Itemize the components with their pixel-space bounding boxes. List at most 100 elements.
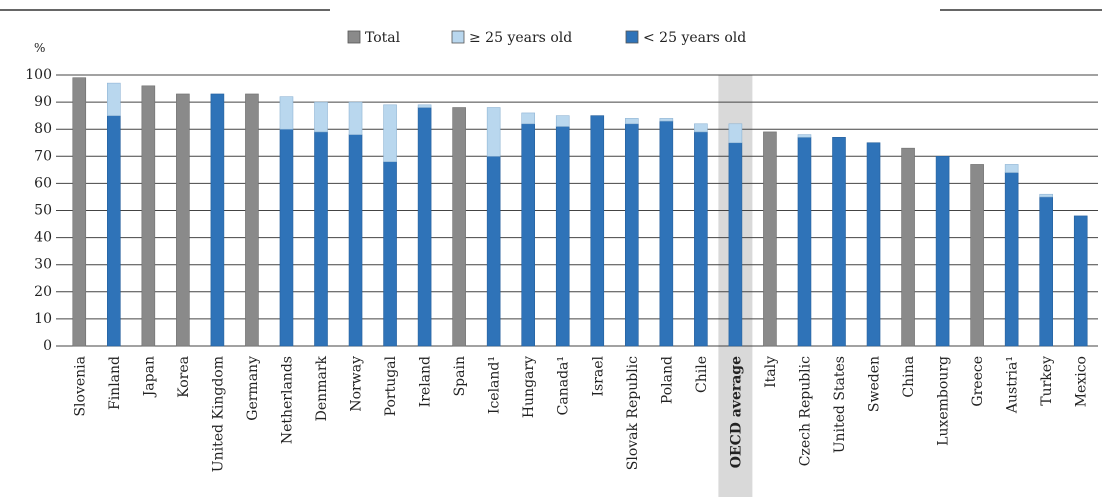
bar-under-25 (866, 142, 881, 347)
legend: Total ≥ 25 years old < 25 years old (347, 30, 746, 46)
y-tick-label: 0 (43, 338, 52, 354)
legend-swatch-over25 (451, 30, 465, 44)
y-tick-label: 30 (34, 257, 52, 273)
x-tick-label: United Kingdom (210, 356, 226, 472)
x-tick-label: Chile (694, 356, 710, 393)
x-tick-label: Portugal (383, 355, 399, 416)
bar-25-and-over (107, 82, 121, 116)
y-tick-label: 100 (25, 67, 52, 83)
x-tick-label: Mexico (1074, 356, 1090, 407)
gridlines (56, 74, 1098, 347)
y-tick-label: 80 (34, 121, 52, 137)
y-unit-label: % (34, 41, 45, 55)
bar-total (452, 107, 466, 347)
x-tick-label: Greece (970, 356, 986, 407)
bar-25-and-over (555, 115, 570, 127)
bar-under-25 (728, 142, 743, 347)
bar-total (245, 93, 259, 347)
bar-25-and-over (383, 104, 397, 163)
x-tick-label: China (901, 356, 917, 398)
x-tick-label: Italy (763, 356, 779, 388)
x-axis-labels: Slovenia Finland Japan Korea United Kingdom G… (72, 355, 1089, 472)
x-tick-label: Iceland¹ (487, 356, 503, 414)
x-tick-label: Sweden (867, 356, 883, 412)
legend-swatch-under25 (625, 30, 639, 44)
bar-under-25 (348, 134, 363, 347)
legend-label-under25: < 25 years old (643, 30, 746, 46)
bar-25-and-over (1004, 164, 1019, 173)
x-tick-label: United States (832, 356, 848, 453)
y-tick-label: 50 (34, 203, 52, 219)
y-tick-label: 60 (34, 175, 52, 191)
bar-total (72, 77, 87, 347)
bar-total (141, 85, 156, 347)
bar-under-25 (624, 123, 639, 347)
bar-under-25 (314, 131, 328, 347)
x-tick-label: Poland (659, 356, 675, 404)
bar-under-25 (417, 107, 432, 347)
bar-under-25 (590, 115, 605, 347)
bar-under-25 (486, 156, 501, 347)
x-tick-label: Austria¹ (1005, 356, 1021, 414)
bar-under-25 (279, 128, 294, 347)
bar-25-and-over (694, 123, 708, 133)
y-tick-label: 70 (34, 148, 52, 164)
legend-swatch-total (347, 30, 361, 44)
bar-25-and-over (624, 118, 639, 125)
x-tick-label: Slovak Republic (625, 356, 641, 470)
bar-under-25 (1004, 172, 1019, 347)
bar-under-25 (1039, 196, 1053, 347)
bar-under-25 (935, 156, 950, 347)
bar-25-and-over (521, 112, 536, 125)
y-axis: % 0 10 20 30 40 50 60 70 80 90 100 (25, 41, 52, 354)
bars (72, 77, 1088, 347)
y-tick-label: 20 (34, 284, 52, 300)
bar-under-25 (555, 126, 570, 347)
y-tick-label: 90 (34, 94, 52, 110)
x-tick-label: Turkey (1039, 356, 1055, 406)
bar-25-and-over (486, 107, 501, 157)
x-tick-label: Israel (590, 355, 606, 396)
x-tick-label: Finland (107, 356, 123, 410)
x-tick-label: Luxembourg (936, 356, 952, 446)
x-tick-label: Ireland (418, 356, 434, 407)
x-tick-label: Canada¹ (556, 356, 572, 415)
x-tick-label: Hungary (521, 356, 537, 418)
bar-25-and-over (279, 96, 294, 130)
bar-25-and-over (797, 134, 812, 138)
bar-under-25 (659, 120, 674, 347)
x-tick-label: Spain (452, 356, 468, 396)
bar-under-25 (107, 115, 121, 347)
x-tick-label: Slovenia (72, 356, 88, 417)
bar-total (970, 164, 984, 347)
bar-under-25 (383, 161, 397, 347)
bar-25-and-over (659, 118, 674, 122)
x-tick-label: Norway (349, 356, 365, 412)
bar-under-25 (832, 137, 846, 347)
bar-under-25 (1073, 215, 1088, 347)
bar-25-and-over (728, 123, 743, 144)
bar-total (176, 93, 190, 347)
x-tick-label: Netherlands (279, 356, 295, 444)
x-tick-label: Germany (245, 356, 261, 421)
bar-under-25 (521, 123, 536, 347)
bar-under-25 (210, 93, 225, 347)
x-tick-label: Japan (141, 356, 157, 398)
x-tick-label: Korea (176, 356, 192, 398)
y-tick-label: 10 (34, 311, 52, 327)
x-tick-label: Czech Republic (797, 356, 813, 466)
x-tick-label: OECD average (728, 356, 744, 468)
bar-total (763, 131, 777, 347)
bar-under-25 (797, 137, 812, 347)
bar-25-and-over (314, 101, 328, 133)
bar-25-and-over (348, 101, 363, 135)
legend-label-over25: ≥ 25 years old (469, 30, 572, 46)
x-tick-label: Denmark (314, 355, 330, 421)
bar-25-and-over (417, 104, 432, 108)
bar-under-25 (694, 131, 708, 347)
bar-total (901, 147, 915, 347)
y-tick-label: 40 (34, 230, 52, 246)
bar-25-and-over (1039, 193, 1053, 198)
legend-label-total: Total (365, 30, 401, 46)
